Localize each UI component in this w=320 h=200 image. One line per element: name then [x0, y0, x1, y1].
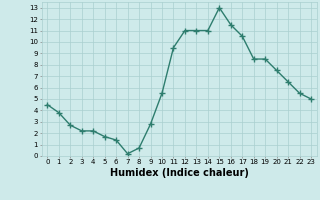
X-axis label: Humidex (Indice chaleur): Humidex (Indice chaleur) [110, 168, 249, 178]
